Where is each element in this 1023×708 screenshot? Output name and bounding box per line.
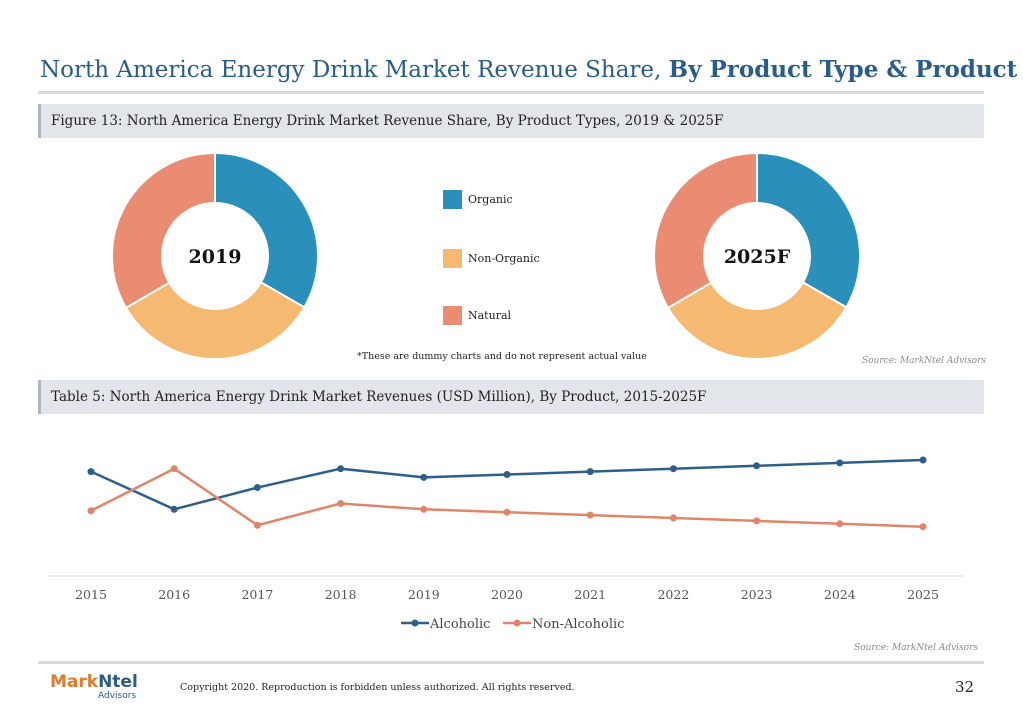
legend-label-organic: Organic	[468, 193, 513, 206]
legend-swatch-organic	[443, 190, 462, 209]
figure-caption: Figure 13: North America Energy Drink Ma…	[38, 104, 984, 138]
x-tick-label: 2025	[907, 587, 939, 602]
legend-item-natural: Natural	[443, 306, 511, 325]
data-point-alcoholic	[586, 468, 594, 476]
data-point-non-alcoholic	[253, 521, 261, 529]
page-title-bold: By Product Type & Product	[668, 56, 1018, 83]
donut-chart-2025: 2025F	[653, 151, 861, 360]
x-tick-label: 2015	[75, 587, 107, 602]
logo-word-ntel: Ntel	[98, 672, 138, 692]
donut-slice-natural	[653, 151, 758, 310]
legend-marker-non-alcoholic	[513, 619, 521, 627]
legend-marker-alcoholic	[411, 619, 419, 627]
data-point-alcoholic	[87, 468, 95, 476]
line-legend-non-alcoholic: Non-Alcoholic	[503, 617, 624, 632]
legend-label-alcoholic: Alcoholic	[429, 617, 490, 632]
page-title: North America Energy Drink Market Revenu…	[40, 56, 1017, 83]
x-tick-label: 2024	[824, 587, 856, 602]
copyright-text: Copyright 2020. Reproduction is forbidde…	[180, 682, 575, 693]
data-point-non-alcoholic	[337, 500, 345, 507]
line-legend-alcoholic: Alcoholic	[401, 617, 490, 632]
data-point-alcoholic	[503, 471, 511, 478]
data-point-alcoholic	[420, 473, 428, 481]
data-point-non-alcoholic	[420, 505, 428, 513]
data-point-alcoholic	[919, 456, 927, 464]
donut-slice-non-organic	[124, 281, 306, 360]
data-point-alcoholic	[836, 459, 844, 467]
legend-item-organic: Organic	[443, 190, 513, 209]
data-point-non-alcoholic	[836, 520, 844, 528]
dummy-chart-note: *These are dummy charts and do not repre…	[357, 351, 647, 362]
data-point-alcoholic	[170, 505, 178, 513]
data-point-non-alcoholic	[87, 507, 95, 515]
x-tick-label: 2021	[574, 587, 606, 602]
donut-slice-non-organic	[666, 281, 848, 360]
x-tick-label: 2023	[741, 587, 773, 602]
data-point-alcoholic	[669, 465, 677, 473]
donut-slice-organic	[214, 151, 319, 309]
marknte-logo: MarkNtel Advisors	[50, 672, 138, 701]
page-number: 32	[955, 678, 975, 696]
series-line-alcoholic	[90, 458, 924, 511]
data-point-alcoholic	[337, 465, 345, 473]
logo-word-mark: Mark	[50, 672, 99, 692]
data-point-non-alcoholic	[503, 508, 511, 516]
x-tick-label: 2018	[325, 587, 357, 602]
donut-slice-natural	[111, 151, 216, 310]
title-divider	[38, 91, 984, 94]
legend-label-natural: Natural	[468, 309, 512, 322]
donut-center-label: 2019	[189, 246, 242, 268]
donut-chart-2019: 2019	[111, 151, 319, 360]
data-point-non-alcoholic	[669, 514, 677, 522]
logo-subtitle: Advisors	[98, 691, 137, 701]
legend-swatch-non-organic	[443, 249, 462, 268]
x-tick-label: 2016	[158, 587, 190, 602]
data-point-non-alcoholic	[586, 511, 594, 519]
data-point-alcoholic	[753, 462, 761, 470]
source-note-top: Source: MarkNtel Advisors	[862, 356, 987, 366]
table-caption: Table 5: North America Energy Drink Mark…	[38, 380, 984, 414]
x-tick-label: 2017	[241, 587, 273, 602]
page-title-regular: North America Energy Drink Market Revenu…	[40, 57, 662, 83]
donut-slice-organic	[756, 151, 861, 309]
legend-swatch-natural	[443, 306, 462, 325]
data-point-alcoholic	[253, 484, 261, 492]
line-chart: 2015 2016 2017 2018 2019 2020 2021 2022 2023 2024…	[48, 456, 965, 632]
source-note-bottom: Source: MarkNtel Advisors	[854, 643, 979, 653]
data-point-non-alcoholic	[753, 517, 761, 525]
data-point-non-alcoholic	[919, 523, 927, 531]
legend-label-non-organic: Non-Organic	[468, 252, 540, 265]
donut-center-label: 2025F	[724, 246, 791, 268]
legend-item-non-organic: Non-Organic	[443, 249, 540, 268]
legend-label-non-alcoholic: Non-Alcoholic	[532, 617, 624, 632]
data-point-non-alcoholic	[170, 465, 178, 473]
x-tick-label: 2020	[491, 587, 523, 602]
x-tick-label: 2022	[657, 587, 689, 602]
footer-divider	[38, 661, 984, 664]
x-tick-label: 2019	[408, 587, 440, 602]
